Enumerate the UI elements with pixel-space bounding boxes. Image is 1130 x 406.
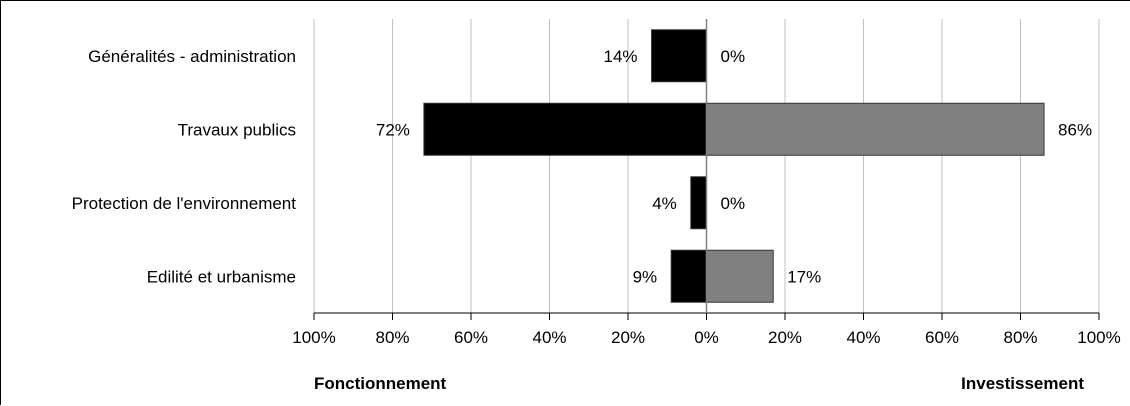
data-label-fonctionnement: 72%: [376, 120, 410, 139]
x-tick-label: 20%: [768, 328, 802, 347]
bar-investissement: [706, 249, 774, 303]
x-tick-label: 80%: [375, 328, 409, 347]
category-label: Généralités - administration: [88, 47, 296, 66]
bar-fonctionnement: [670, 249, 707, 303]
x-tick-label: 60%: [454, 328, 488, 347]
x-tick-label: 100%: [1077, 328, 1120, 347]
x-tick-label: 40%: [532, 328, 566, 347]
category-label: Protection de l'environnement: [72, 194, 297, 213]
x-tick-label: 0%: [694, 328, 719, 347]
x-tick-label: 40%: [846, 328, 880, 347]
bar-fonctionnement: [423, 102, 707, 156]
data-label-fonctionnement: 9%: [633, 267, 658, 286]
fonctionnement-axis-title: Fonctionnement: [314, 374, 447, 393]
bar-fonctionnement: [651, 29, 707, 83]
x-tick-label: 20%: [611, 328, 645, 347]
data-label-fonctionnement: 4%: [652, 194, 677, 213]
x-tick-label: 80%: [1003, 328, 1037, 347]
category-label: Travaux publics: [178, 120, 296, 139]
data-label-investissement: 0%: [721, 194, 746, 213]
bar-investissement: [706, 102, 1045, 156]
x-tick-label: 100%: [292, 328, 335, 347]
data-label-fonctionnement: 14%: [604, 47, 638, 66]
bar-fonctionnement: [690, 176, 707, 230]
category-label: Edilité et urbanisme: [147, 267, 296, 286]
data-label-investissement: 0%: [721, 47, 746, 66]
investissement-axis-title: Investissement: [961, 374, 1084, 393]
x-tick-label: 60%: [925, 328, 959, 347]
x-axis: 100% 80% 60% 40% 20% 0% 20% 40% 60% 80% 100%: [292, 19, 1121, 347]
data-label-investissement: 17%: [787, 267, 821, 286]
labels: 14% 0% Généralités - administration 72% 86% T…: [72, 47, 1092, 287]
data-label-investissement: 86%: [1058, 120, 1092, 139]
bars: [423, 29, 1045, 303]
